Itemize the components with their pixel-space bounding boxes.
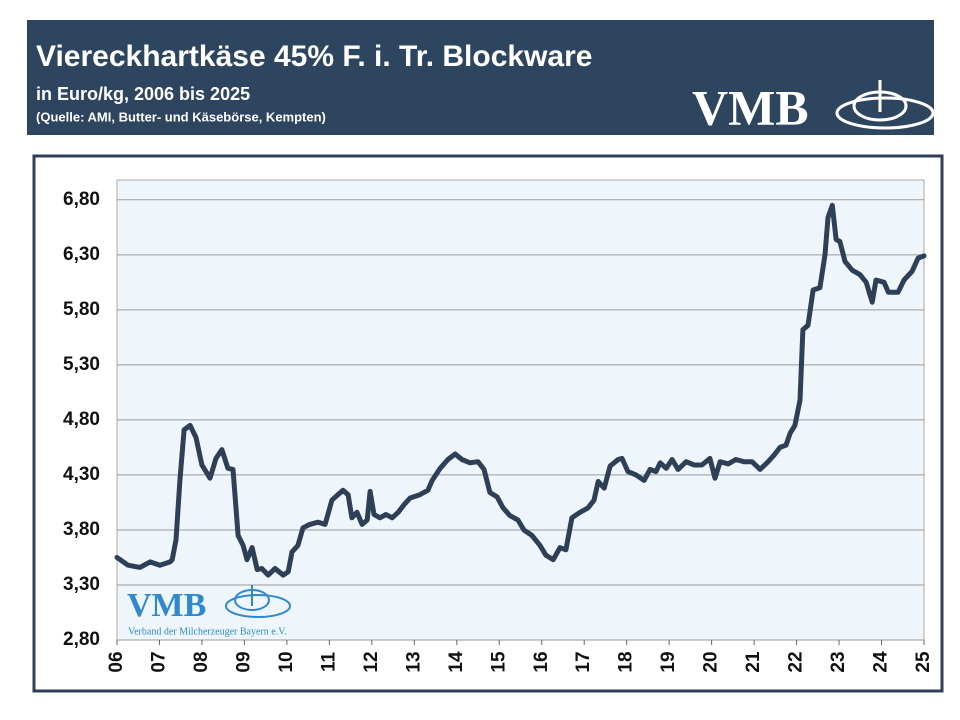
x-tick-label: 25 <box>913 651 934 673</box>
x-tick-label: 09 <box>233 651 254 672</box>
x-tick-label: 06 <box>106 651 127 672</box>
y-tick-label: 6,80 <box>63 189 100 210</box>
y-tick-label: 4,30 <box>63 464 100 485</box>
x-tick-label: 12 <box>361 651 382 672</box>
x-tick-label: 19 <box>658 651 679 672</box>
header-band <box>27 20 934 135</box>
x-tick-label: 21 <box>743 651 764 673</box>
y-tick-label: 6,30 <box>63 244 100 265</box>
y-tick-label: 4,80 <box>63 409 100 430</box>
x-tick-label: 11 <box>318 652 339 673</box>
x-tick-label: 23 <box>828 651 849 672</box>
chart-title: Viereckhartkäse 45% F. i. Tr. Blockware <box>36 40 592 73</box>
watermark-logo: VMB <box>127 587 206 624</box>
x-tick-label: 16 <box>531 651 552 672</box>
logo-icon <box>835 80 935 130</box>
x-tick-label: 22 <box>786 651 807 672</box>
x-tick-label: 24 <box>871 651 892 673</box>
y-tick-label: 3,30 <box>63 574 100 595</box>
x-tick-label: 14 <box>446 651 467 673</box>
y-tick-label: 5,80 <box>63 299 100 320</box>
y-tick-label: 2,80 <box>63 629 100 650</box>
watermark-caption: Verband der Milcherzeuger Bayern e.V. <box>128 626 287 637</box>
x-tick-label: 13 <box>403 651 424 672</box>
x-tick-label: 07 <box>148 651 169 672</box>
y-tick-label: 3,80 <box>63 519 100 540</box>
y-tick-label: 5,30 <box>63 354 100 375</box>
watermark-icon <box>225 585 291 618</box>
plot-area <box>116 179 925 641</box>
x-tick-label: 17 <box>573 651 594 672</box>
logo: VMB <box>692 79 809 135</box>
subtitle: in Euro/kg, 2006 bis 2025 <box>36 84 250 104</box>
x-tick-label: 08 <box>191 651 212 672</box>
source: (Quelle: AMI, Butter- und Käsebörse, Kem… <box>36 109 326 124</box>
x-tick-label: 10 <box>276 651 297 672</box>
price-line <box>114 202 927 578</box>
x-tick-label: 20 <box>701 651 722 672</box>
x-tick-label: 18 <box>616 651 637 672</box>
x-tick-label: 15 <box>488 651 509 673</box>
